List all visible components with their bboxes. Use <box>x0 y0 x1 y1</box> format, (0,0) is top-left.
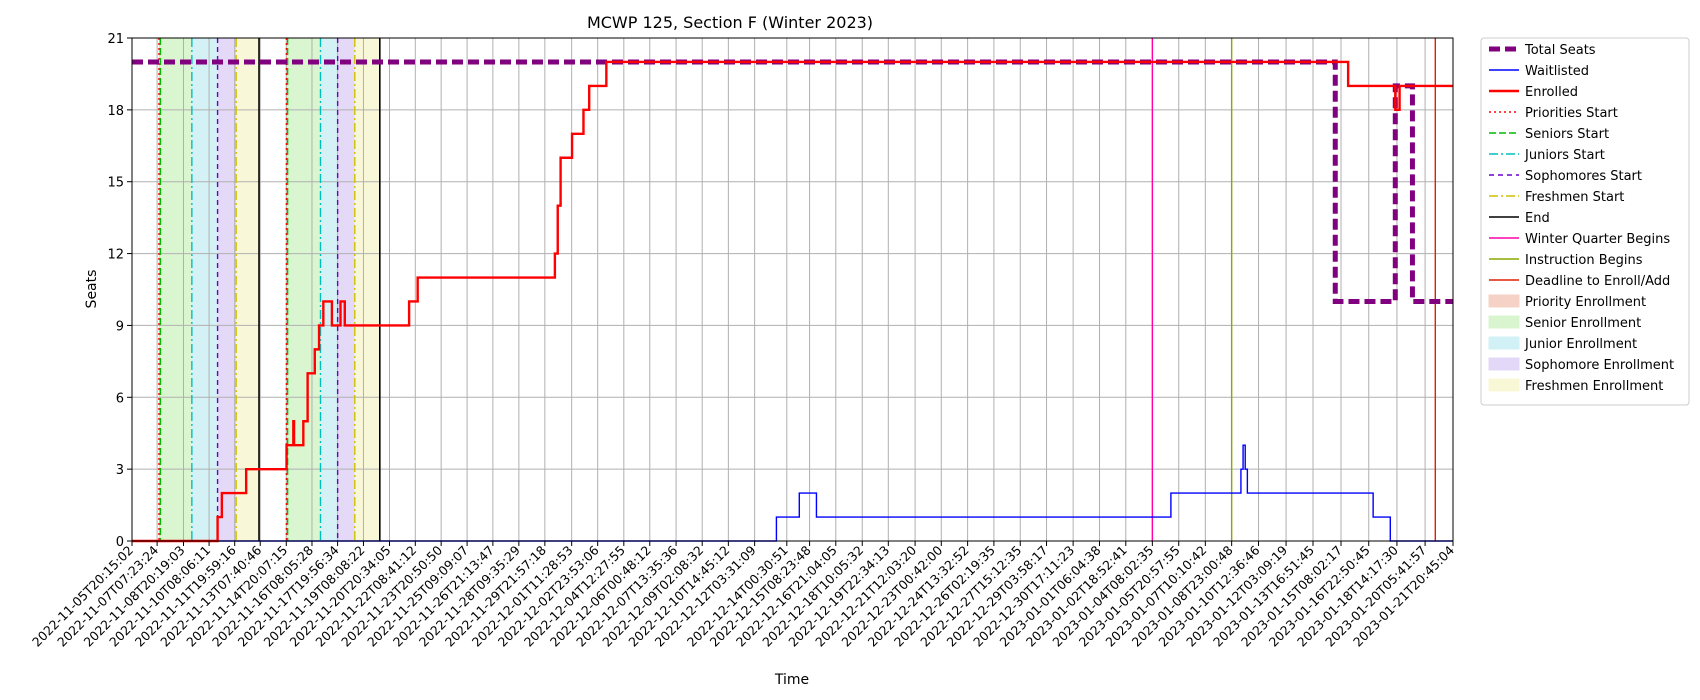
legend-swatch <box>1488 378 1520 392</box>
enrollment-spans <box>158 38 380 541</box>
legend-label: Instruction Begins <box>1525 253 1643 268</box>
chart-title: MCWP 125, Section F (Winter 2023) <box>587 13 873 32</box>
y-tick-label: 21 <box>107 32 124 47</box>
legend-label: Deadline to Enroll/Add <box>1525 274 1670 289</box>
y-tick-label: 18 <box>107 104 124 119</box>
span-priority-enrollment <box>158 38 161 541</box>
legend-label: Seniors Start <box>1525 127 1609 142</box>
legend-label: Sophomores Start <box>1525 169 1642 184</box>
legend-swatch <box>1488 357 1520 371</box>
y-tick-label: 9 <box>116 319 124 334</box>
y-axis-ticks: 0 3 6 9 12 15 18 21 <box>107 32 132 550</box>
legend-label: Junior Enrollment <box>1524 337 1637 352</box>
legend-label: Senior Enrollment <box>1525 316 1641 331</box>
legend-label: Waitlisted <box>1525 64 1589 79</box>
series-enrolled <box>132 60 1453 543</box>
span-senior-enrollment <box>287 38 321 541</box>
span-sophomore-enrollment <box>337 38 355 541</box>
x-axis-label: Time <box>774 672 809 688</box>
y-axis-label: Seats <box>84 270 100 309</box>
legend-label: Sophomore Enrollment <box>1525 358 1674 373</box>
legend-label: Juniors Start <box>1524 148 1605 163</box>
legend-label: Enrolled <box>1525 85 1578 100</box>
y-tick-label: 0 <box>116 535 124 550</box>
legend-label: Winter Quarter Begins <box>1525 232 1670 247</box>
legend-label: Priorities Start <box>1525 106 1618 121</box>
span-junior-enrollment <box>191 38 218 541</box>
span-freshmen-enrollment <box>354 38 380 541</box>
y-tick-label: 3 <box>116 463 124 478</box>
legend: Total Seats Waitlisted Enrolled Priorities … <box>1480 37 1690 406</box>
y-tick-label: 12 <box>107 248 124 263</box>
legend-box <box>1480 37 1690 406</box>
grid-lines <box>131 37 1454 542</box>
legend-label: Freshmen Enrollment <box>1525 379 1663 394</box>
span-sophomore-enrollment <box>217 38 237 541</box>
legend-swatch <box>1488 315 1520 329</box>
span-junior-enrollment <box>320 38 338 541</box>
legend-swatch <box>1488 294 1520 308</box>
series-total-seats <box>132 59 1453 304</box>
y-tick-label: 15 <box>107 176 124 191</box>
plot-frame <box>131 37 1454 542</box>
legend-label: Total Seats <box>1524 43 1596 58</box>
legend-label: Priority Enrollment <box>1525 295 1646 310</box>
legend-label: End <box>1525 211 1550 226</box>
legend-swatch <box>1488 336 1520 350</box>
span-senior-enrollment <box>160 38 192 541</box>
series-waitlisted <box>132 444 1453 542</box>
legend-label: Freshmen Start <box>1525 190 1624 205</box>
span-freshmen-enrollment <box>236 38 260 541</box>
x-axis-ticks: 2022-11-05T20:15:022022-11-07T07:23:2420… <box>29 541 1457 650</box>
data-series <box>132 59 1453 543</box>
y-tick-label: 6 <box>116 391 124 406</box>
period-start-lines <box>158 38 1437 541</box>
